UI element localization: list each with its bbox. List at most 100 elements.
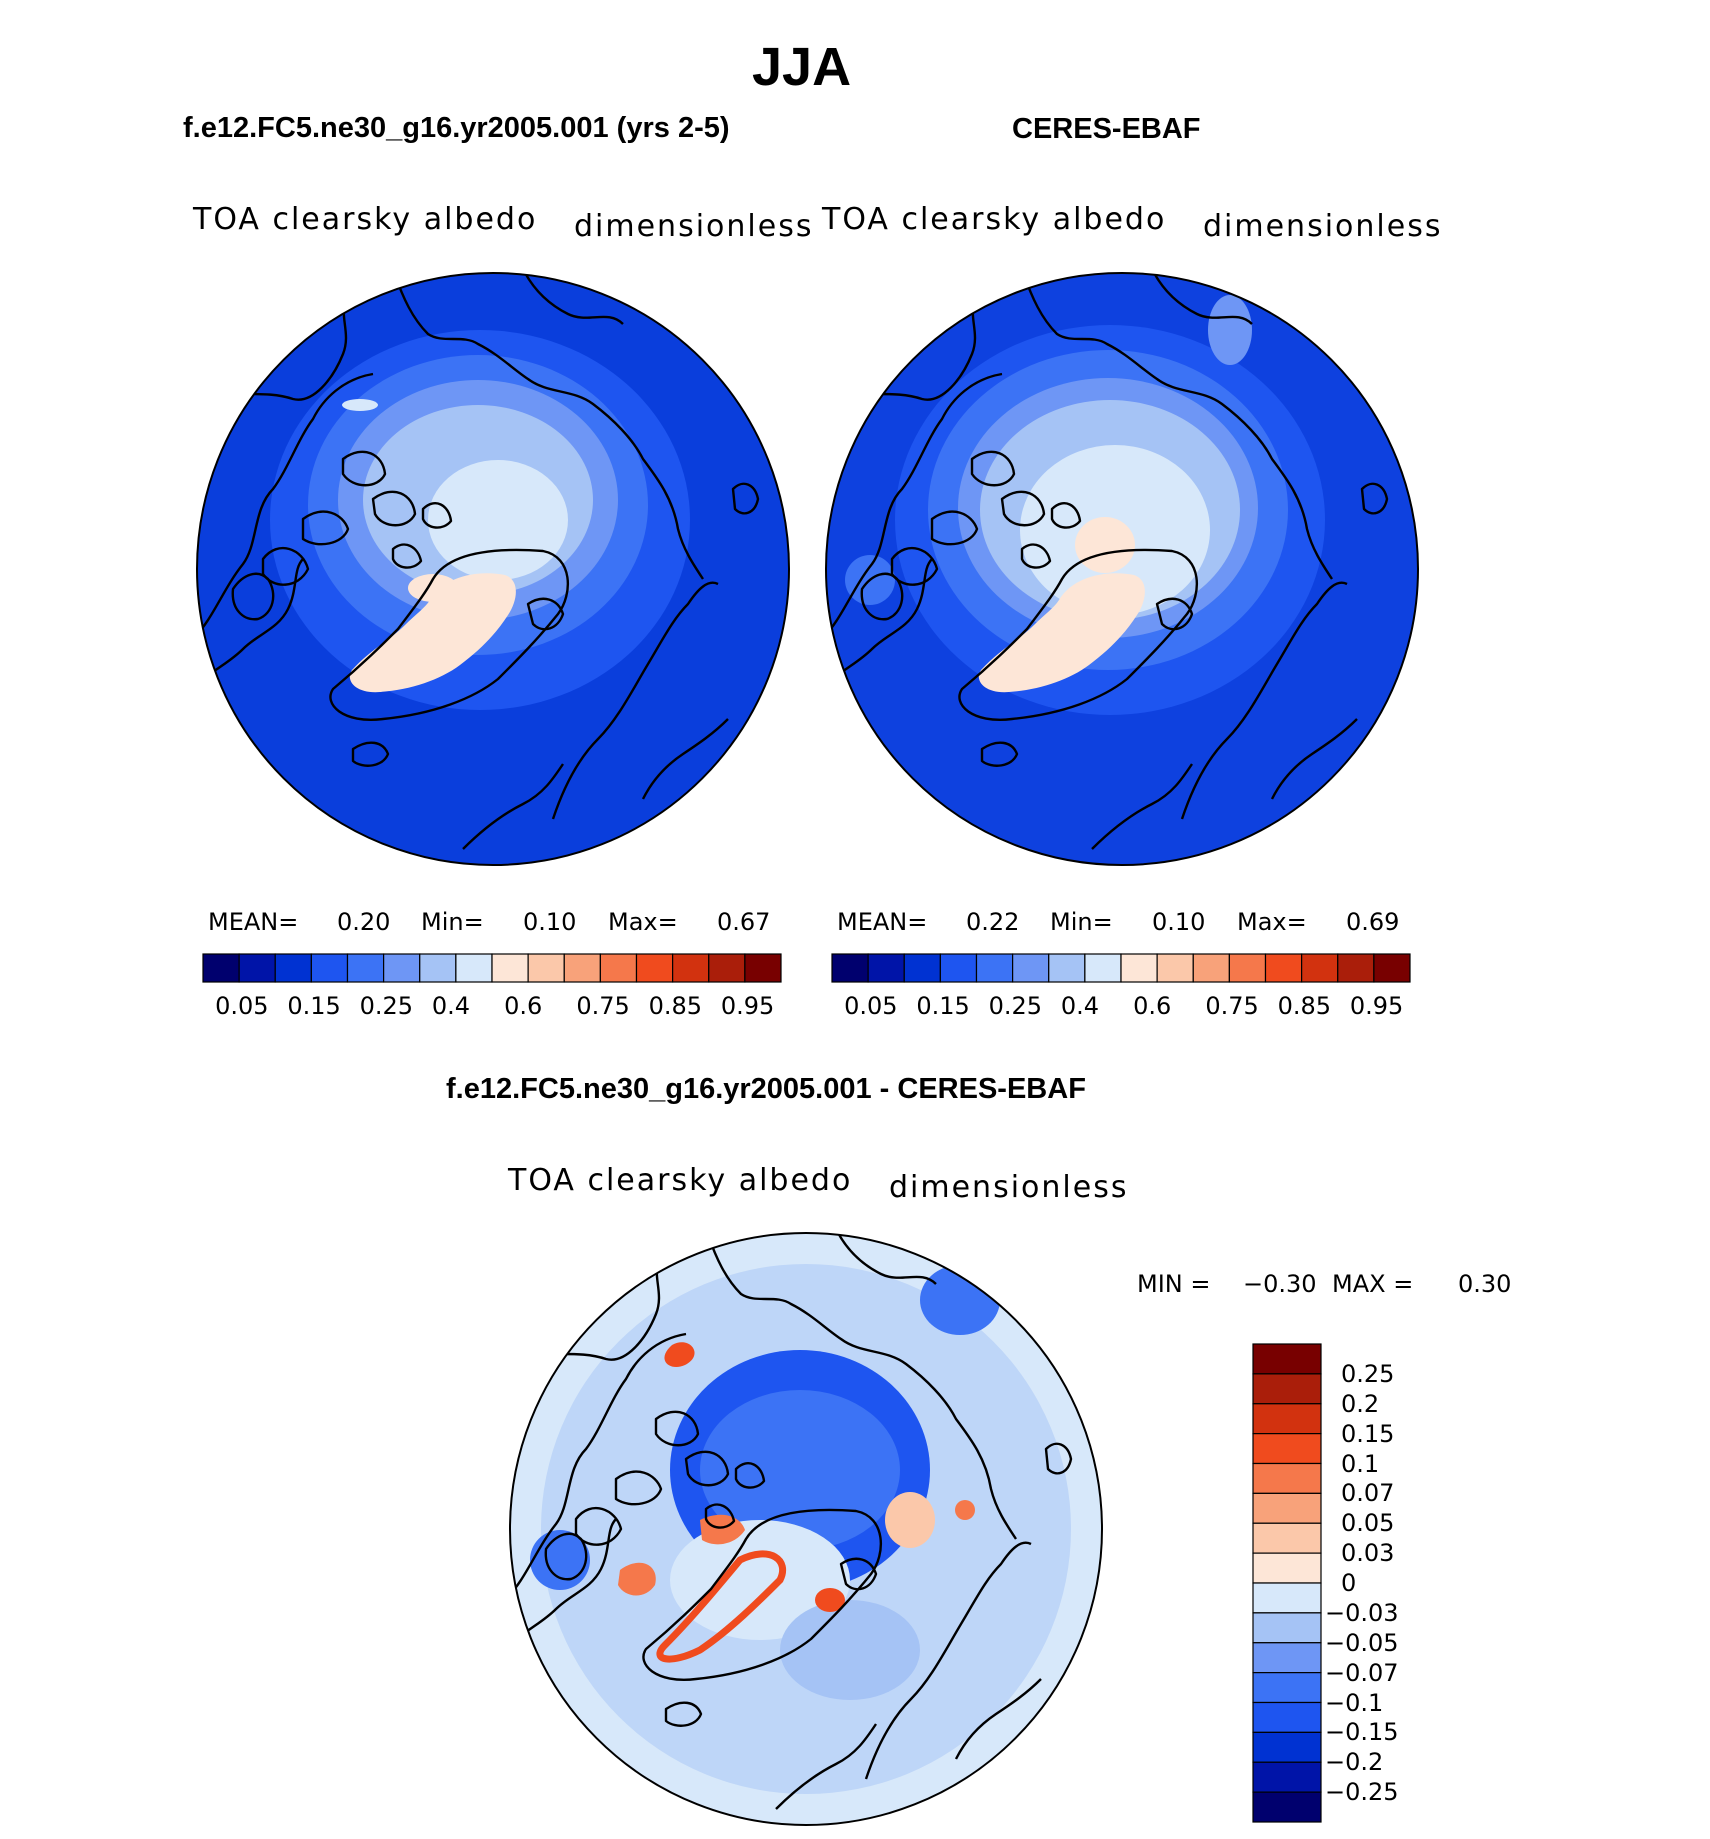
colorbar-tick-label: 0.15 — [287, 992, 341, 1020]
colorbar-tick-label: 0.25 — [359, 992, 414, 1020]
panel1-units-label: dimensionless — [574, 209, 814, 244]
panel1-map — [196, 272, 790, 866]
colorbar-tick-label: 0.6 — [504, 992, 543, 1020]
colorbar-swatch — [491, 953, 529, 983]
diff-title: f.e12.FC5.ne30_g16.yr2005.001 - CERES-EB… — [446, 1073, 1086, 1105]
colorbar-swatch — [1252, 1701, 1322, 1733]
colorbar-panel2 — [831, 953, 1411, 983]
panel1-min-label: Min= — [421, 908, 484, 936]
colorbar-swatch — [1252, 1462, 1322, 1494]
colorbar-tick-label: 0.75 — [576, 992, 630, 1020]
colorbar-swatch — [744, 953, 782, 983]
colorbar-swatch — [1252, 1642, 1322, 1674]
colorbar-tick-label: 0.4 — [431, 992, 471, 1020]
colorbar-tick-label: −0.1 — [1325, 1688, 1384, 1717]
colorbar-tick-label: 0.03 — [1341, 1539, 1395, 1568]
colorbar-diff — [1252, 1343, 1322, 1823]
colorbar-swatch — [1252, 1343, 1322, 1375]
colorbar-swatch — [202, 953, 240, 983]
colorbar-swatch — [1252, 1791, 1322, 1823]
colorbar-tick-label: 0.85 — [648, 992, 703, 1020]
panel2-map — [825, 272, 1419, 866]
colorbar-tick-label: 0.95 — [720, 992, 775, 1020]
colorbar-swatch — [939, 953, 978, 983]
panel1-max-label: Max= — [608, 908, 678, 936]
diff-variable-label: TOA clearsky albedo — [508, 1163, 853, 1198]
colorbar-swatch — [274, 953, 312, 983]
colorbar-tick-label: 0 — [1341, 1569, 1357, 1597]
colorbar-tick-label: −0.05 — [1325, 1628, 1399, 1657]
panel2-min-value: 0.10 — [1152, 908, 1206, 936]
colorbar-swatch — [1048, 953, 1086, 983]
colorbar-swatch — [563, 953, 601, 983]
colorbar-tick-label: −0.2 — [1325, 1748, 1384, 1777]
colorbar-tick-label: 0.85 — [1277, 992, 1332, 1020]
colorbar-swatch — [1120, 953, 1158, 983]
colorbar-swatch — [1156, 953, 1194, 983]
panel1-mean-value: 0.20 — [337, 908, 391, 936]
panel2-title: CERES-EBAF — [1012, 113, 1201, 145]
colorbar-swatch — [975, 953, 1014, 983]
colorbar-swatch — [1252, 1552, 1322, 1584]
colorbar-swatch — [1252, 1373, 1322, 1405]
colorbar-tick-label: 0.05 — [844, 992, 898, 1020]
colorbar-tick-label: 0.4 — [1060, 992, 1100, 1020]
panel2-units-label: dimensionless — [1203, 209, 1443, 244]
colorbar-swatch — [1373, 953, 1411, 983]
panel2-max-value: 0.69 — [1346, 908, 1400, 936]
panel1-variable-label: TOA clearsky albedo — [193, 202, 538, 237]
colorbar-tick-label: −0.25 — [1325, 1778, 1399, 1807]
colorbar-tick-label: 0.05 — [215, 992, 269, 1020]
colorbar-swatch — [903, 953, 941, 983]
colorbar-swatch — [708, 953, 746, 983]
colorbar-swatch — [1252, 1492, 1322, 1524]
diff-max-label: MAX = — [1332, 1270, 1414, 1298]
panel1-min-value: 0.10 — [523, 908, 577, 936]
colorbar-tick-label: 0.25 — [1341, 1359, 1395, 1388]
diff-map — [509, 1232, 1103, 1826]
colorbar-swatch — [383, 953, 421, 983]
colorbar-swatch — [238, 953, 276, 983]
panel2-max-label: Max= — [1237, 908, 1307, 936]
colorbar-swatch — [1252, 1433, 1322, 1465]
colorbar-swatch — [599, 953, 638, 983]
colorbar-swatch — [1084, 953, 1122, 983]
colorbar-swatch — [867, 953, 905, 983]
colorbar-swatch — [1301, 953, 1339, 983]
diff-min-label: MIN = — [1137, 1270, 1211, 1298]
colorbar-tick-label: 0.2 — [1341, 1389, 1380, 1418]
colorbar-tick-label: 0.05 — [1341, 1509, 1395, 1538]
colorbar-swatch — [1252, 1522, 1322, 1554]
panel1-mean-label: MEAN= — [208, 908, 299, 936]
colorbar-swatch — [310, 953, 349, 983]
colorbar-swatch — [1252, 1612, 1322, 1644]
colorbar-tick-label: −0.03 — [1325, 1598, 1399, 1627]
colorbar-tick-label: 0.07 — [1341, 1479, 1395, 1508]
colorbar-swatch — [831, 953, 869, 983]
panel2-variable-label: TOA clearsky albedo — [822, 202, 1167, 237]
page-title: JJA — [752, 37, 852, 97]
colorbar-swatch — [672, 953, 710, 983]
panel2-min-label: Min= — [1050, 908, 1113, 936]
colorbar-swatch — [527, 953, 565, 983]
colorbar-tick-label: 0.95 — [1349, 992, 1404, 1020]
colorbar-swatch — [419, 953, 457, 983]
panel2-mean-label: MEAN= — [837, 908, 928, 936]
colorbar-swatch — [1228, 953, 1267, 983]
colorbar-swatch — [1252, 1731, 1322, 1763]
colorbar-swatch — [1252, 1582, 1322, 1614]
colorbar-swatch — [1264, 953, 1303, 983]
colorbar-swatch — [1337, 953, 1375, 983]
diff-units-label: dimensionless — [889, 1170, 1129, 1205]
colorbar-swatch — [455, 953, 493, 983]
colorbar-tick-label: 0.15 — [1341, 1419, 1395, 1448]
colorbar-swatch — [1252, 1403, 1322, 1435]
colorbar-swatch — [346, 953, 385, 983]
colorbar-swatch — [1252, 1672, 1322, 1704]
panel1-max-value: 0.67 — [717, 908, 771, 936]
colorbar-tick-label: 0.15 — [916, 992, 970, 1020]
colorbar-tick-label: 0.75 — [1205, 992, 1259, 1020]
colorbar-tick-label: −0.15 — [1325, 1718, 1399, 1747]
colorbar-swatch — [1252, 1761, 1322, 1793]
